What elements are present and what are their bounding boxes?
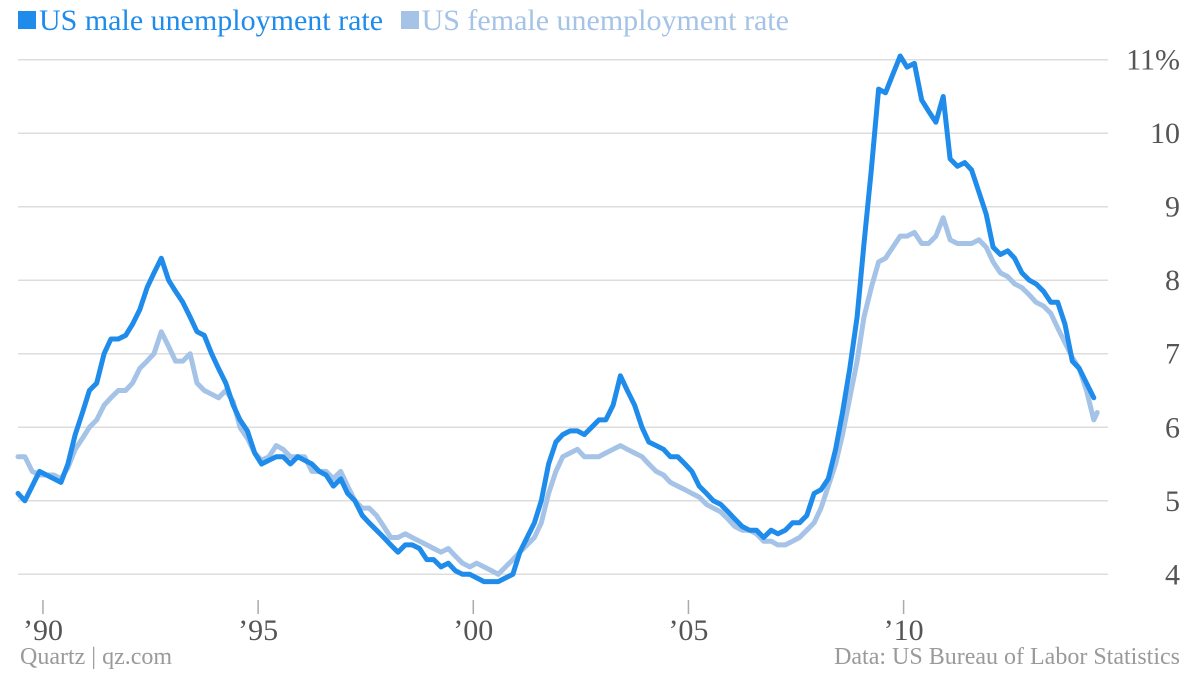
x-tick-label-1995: ’95: [238, 614, 278, 647]
legend-item-male: US male unemployment rate: [18, 4, 383, 38]
legend-swatch-male: [18, 11, 36, 29]
source-credit: Quartz | qz.com: [20, 644, 173, 670]
x-tick-label-2005: ’05: [668, 614, 708, 647]
series-line-female: [15, 215, 1100, 577]
y-tick-label-4: 4: [1165, 558, 1180, 591]
legend-label-male: US male unemployment rate: [39, 4, 384, 37]
y-tick-label-5: 5: [1165, 485, 1180, 518]
x-tick-label-2000: ’00: [453, 614, 493, 647]
legend-label-female: US female unemployment rate: [421, 4, 789, 37]
legend-swatch-female: [400, 11, 419, 29]
gridlines: [18, 58, 1108, 576]
y-axis-tick-labels: 4 5 6 7 8 9 10 11%: [1126, 44, 1180, 592]
legend: US male unemployment rate US female unem…: [18, 4, 799, 38]
series-lines: [15, 53, 1100, 585]
series-line-male: [15, 53, 1097, 585]
x-tick-label-2010: ’10: [884, 614, 924, 647]
x-tick-label-1990: ’90: [23, 614, 63, 647]
data-source: Data: US Bureau of Labor Statistics: [834, 644, 1180, 670]
y-tick-label-9: 9: [1165, 191, 1180, 224]
y-tick-label-7: 7: [1165, 338, 1180, 371]
y-tick-label-8: 8: [1165, 264, 1180, 297]
y-tick-label-10: 10: [1150, 117, 1180, 150]
x-axis: ’90 ’95 ’00 ’05 ’10: [23, 600, 924, 647]
y-tick-label-6: 6: [1165, 411, 1180, 444]
y-tick-label-11: 11%: [1126, 44, 1180, 77]
legend-item-female: US female unemployment rate: [400, 4, 789, 38]
